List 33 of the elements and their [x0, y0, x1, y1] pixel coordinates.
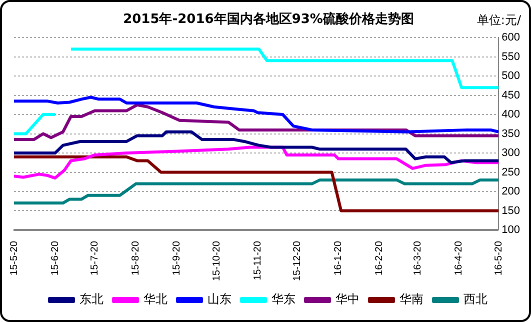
legend-label: 华中: [336, 292, 360, 306]
y-tick-label: 400: [502, 108, 520, 121]
x-tick-label: 15-11-20: [252, 240, 264, 280]
y-tick-label: 100: [502, 224, 520, 236]
y-tick-label: 200: [502, 186, 520, 198]
chart-title: 2015年-2016年国内各地区93%硫酸价格走势图: [123, 11, 414, 28]
x-tick-label: 15-5-20: [8, 240, 20, 276]
y-tick-label: 450: [502, 89, 520, 102]
y-tick-label: 550: [502, 50, 520, 63]
y-axis-title: 单位:元/: [476, 12, 521, 29]
y-tick-label: 250: [502, 166, 520, 178]
y-tick-label: 150: [502, 204, 520, 217]
legend-label: 华北: [144, 292, 168, 306]
x-tick-label: 16-3-20: [412, 240, 424, 276]
x-tick-label: 15-10-20: [211, 240, 222, 281]
x-tick-label: 16-4-20: [454, 240, 465, 276]
legend-label: 东北: [80, 292, 104, 306]
x-tick-label: 15-9-20: [172, 240, 183, 276]
y-tick-label: 500: [502, 70, 520, 82]
x-tick-label: 15-7-20: [90, 240, 101, 276]
x-tick-label: 15-6-20: [50, 240, 61, 276]
legend-label: 西北: [464, 292, 488, 306]
y-tick-label: 300: [502, 147, 520, 160]
x-tick-label: 15-12-20: [292, 240, 304, 281]
y-tick-label: 600: [502, 32, 520, 44]
x-tick-label: 16-5-20: [493, 240, 504, 276]
x-tick-label: 15-8-20: [130, 240, 142, 276]
y-tick-label: 350: [502, 128, 520, 140]
legend-label: 华南: [400, 292, 424, 306]
x-tick-label: 16-1-20: [333, 240, 344, 276]
legend-label: 华东: [272, 292, 296, 306]
legend-label: 山东: [208, 292, 232, 306]
x-tick-label: 16-2-20: [374, 240, 386, 276]
